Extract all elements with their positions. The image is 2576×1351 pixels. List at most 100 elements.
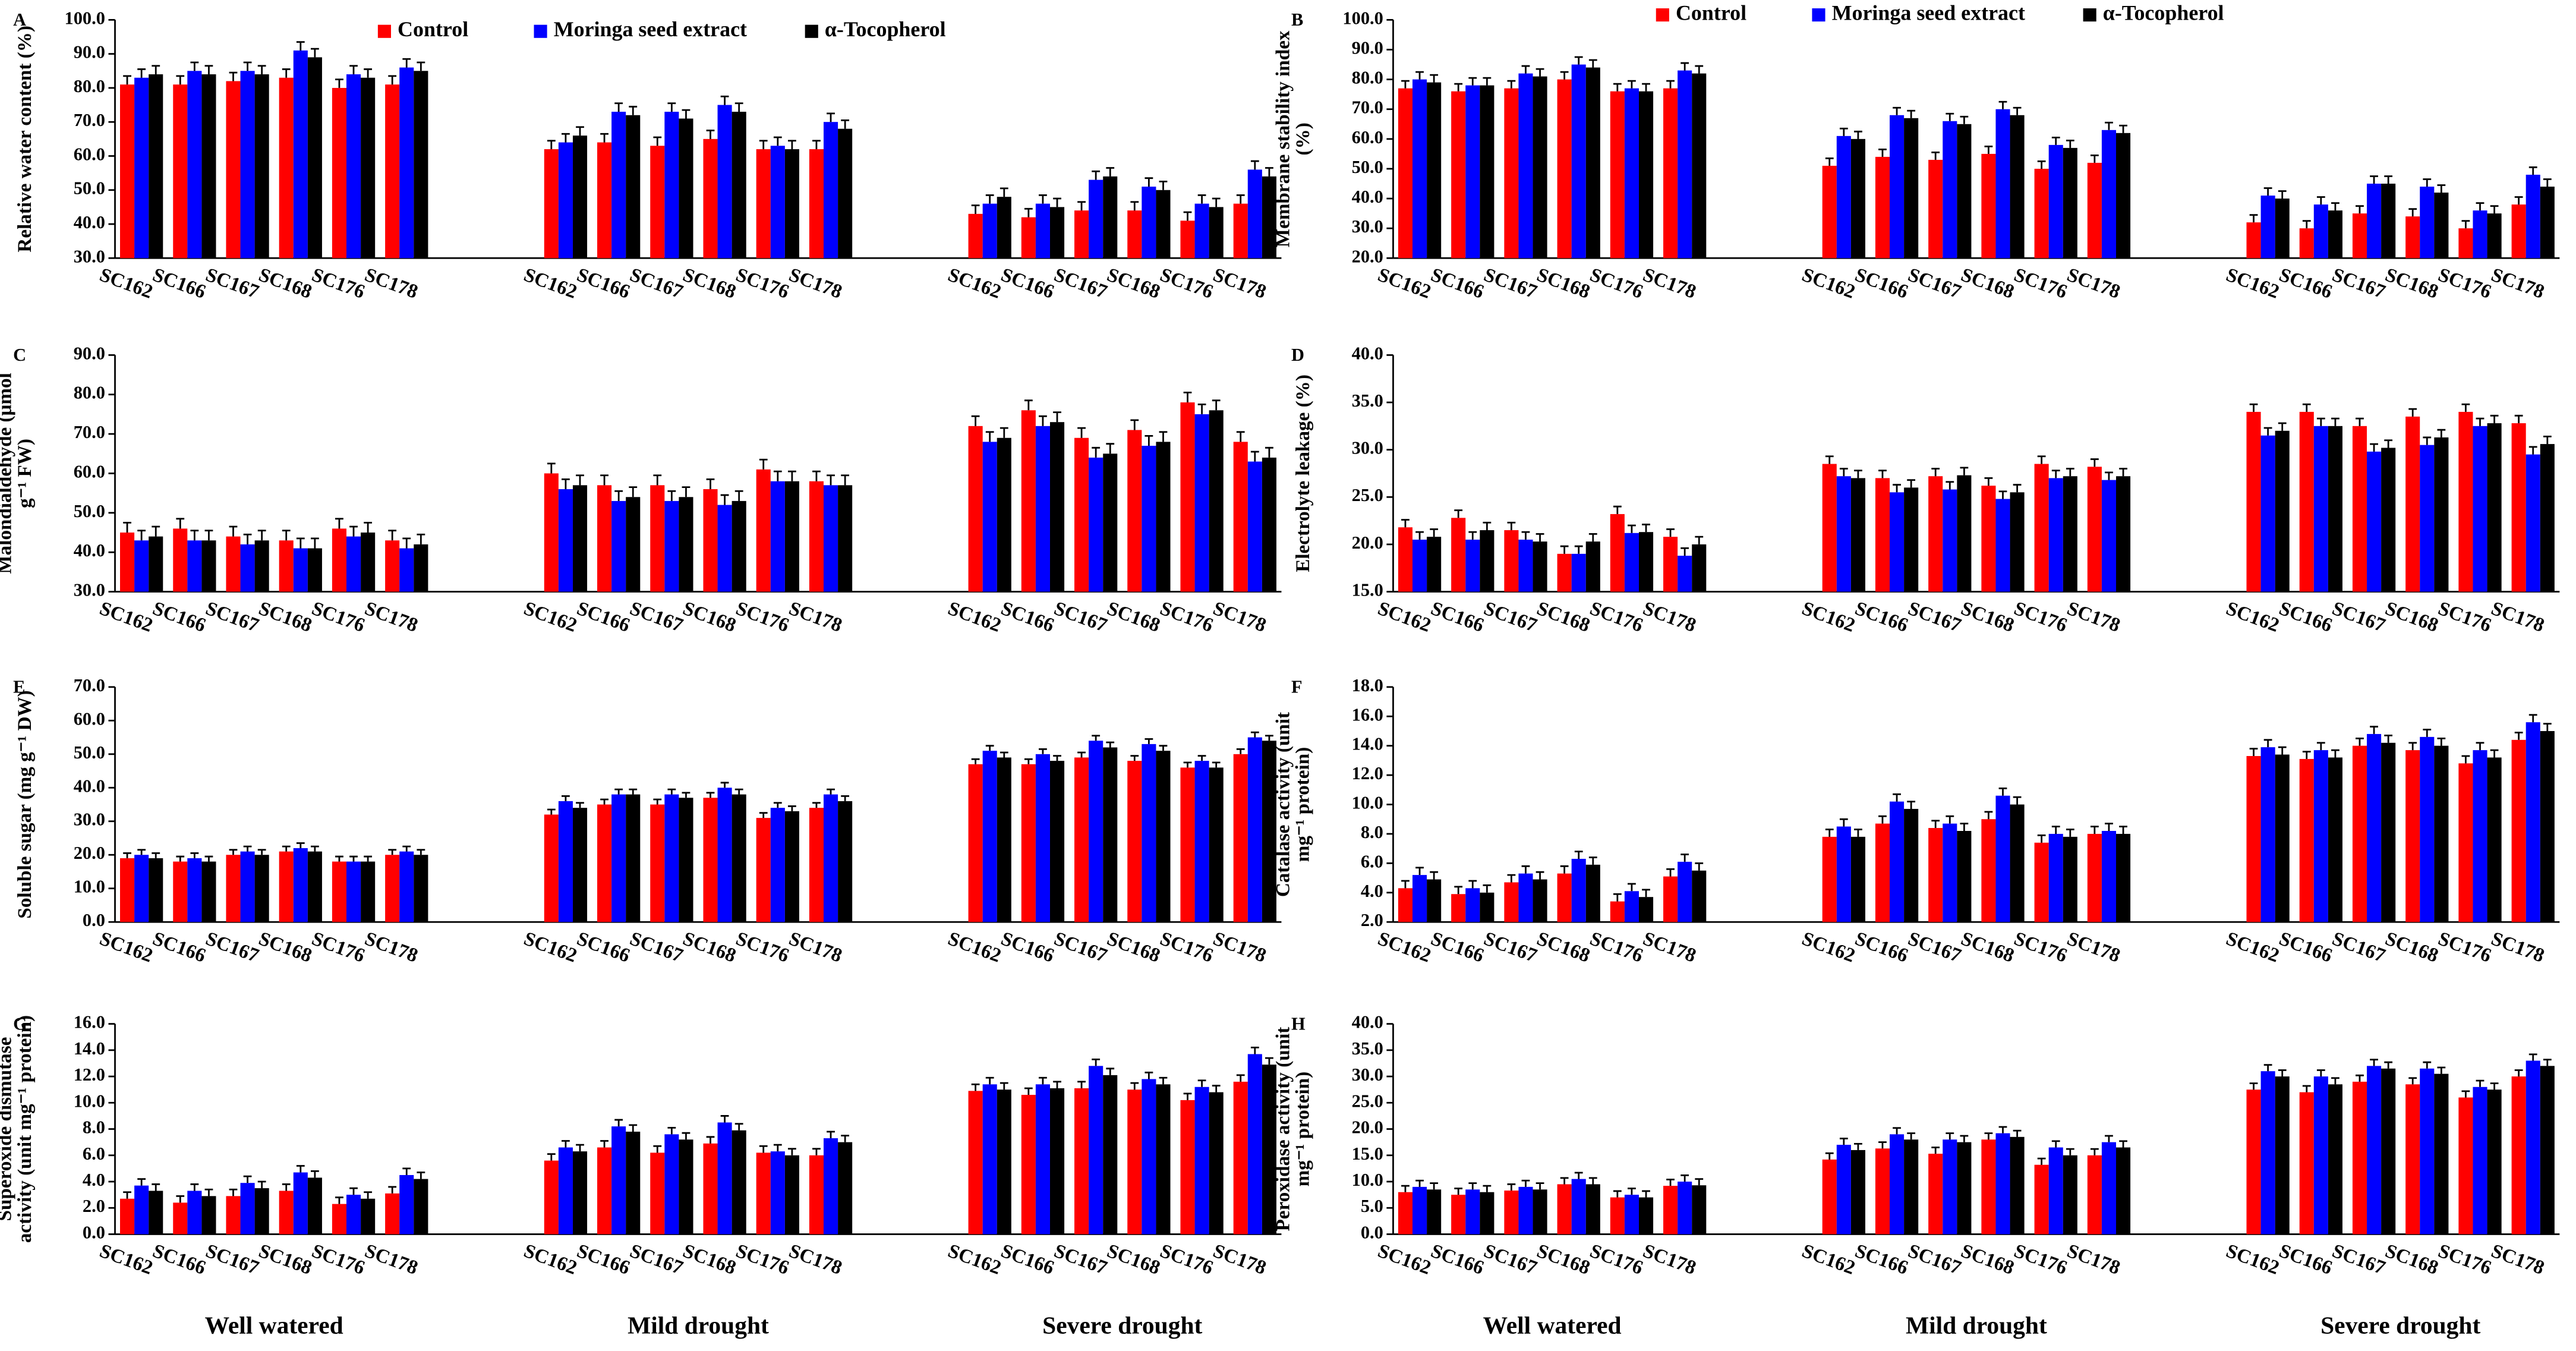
bar bbox=[1074, 437, 1089, 592]
bar bbox=[2275, 199, 2290, 259]
x-tick-label: SC176 bbox=[1157, 263, 1216, 303]
bar bbox=[1209, 207, 1224, 259]
x-tick-label: SC178 bbox=[786, 1240, 845, 1279]
error-bar bbox=[1144, 177, 1153, 187]
error-bar bbox=[2316, 742, 2325, 751]
error-bar bbox=[2370, 1059, 2378, 1066]
bar bbox=[784, 811, 799, 922]
y-tick-label: 60.0 bbox=[74, 708, 105, 729]
error-bar bbox=[2249, 403, 2258, 412]
bar bbox=[226, 81, 241, 259]
bar bbox=[1035, 1084, 1050, 1235]
error-bar bbox=[1984, 811, 1993, 820]
bar bbox=[544, 814, 559, 922]
panel-label: F bbox=[1291, 677, 1303, 697]
error-bar bbox=[2090, 155, 2099, 163]
error-bar bbox=[653, 474, 662, 486]
error-bar bbox=[243, 533, 252, 544]
error-bar bbox=[682, 486, 690, 497]
error-bar bbox=[999, 427, 1008, 438]
x-tick-label: SC167 bbox=[627, 263, 686, 303]
x-tick-label: SC176 bbox=[2435, 597, 2494, 637]
bar bbox=[1156, 1084, 1171, 1235]
y-axis-label: g⁻¹ FW) bbox=[14, 439, 36, 508]
error-bar bbox=[720, 1115, 729, 1123]
error-bar bbox=[576, 474, 584, 486]
error-bar bbox=[562, 1140, 570, 1148]
y-tick-label: 100.0 bbox=[1342, 8, 1383, 28]
bar bbox=[2540, 444, 2555, 592]
error-bar bbox=[2408, 408, 2417, 417]
error-bar bbox=[1588, 533, 1597, 542]
error-bar bbox=[204, 530, 213, 541]
error-bar bbox=[190, 1183, 199, 1191]
error-bar bbox=[1588, 59, 1597, 68]
error-bar bbox=[1854, 130, 1862, 139]
error-bar bbox=[1415, 1179, 1424, 1187]
bar bbox=[1995, 499, 2010, 592]
error-bar bbox=[1415, 71, 1424, 80]
bar bbox=[756, 469, 771, 592]
bar bbox=[1504, 88, 1519, 259]
y-tick-label: 50.0 bbox=[74, 178, 105, 199]
x-tick-label: SC166 bbox=[150, 927, 209, 966]
x-tick-label: SC168 bbox=[1534, 597, 1593, 637]
bar bbox=[293, 848, 308, 922]
bar bbox=[1247, 737, 1262, 922]
x-tick-label: SC178 bbox=[362, 597, 421, 637]
error-bar bbox=[2423, 178, 2432, 187]
error-bar bbox=[1642, 83, 1650, 92]
bar bbox=[756, 149, 771, 259]
x-tick-label: SC162 bbox=[521, 1240, 580, 1279]
error-bar bbox=[759, 812, 768, 818]
bar bbox=[414, 1179, 428, 1235]
bar bbox=[385, 540, 400, 592]
error-bar bbox=[1907, 801, 1916, 809]
error-bar bbox=[2051, 136, 2060, 145]
error-bar bbox=[1931, 1147, 1940, 1154]
error-bar bbox=[123, 522, 131, 533]
bar bbox=[544, 149, 559, 259]
error-bar bbox=[1666, 80, 1675, 89]
error-bar bbox=[2302, 220, 2311, 229]
bar bbox=[1049, 1088, 1065, 1235]
bar bbox=[293, 50, 308, 259]
error-bar bbox=[364, 68, 373, 78]
bar bbox=[1194, 1087, 1209, 1235]
x-tick-label: SC176 bbox=[1157, 927, 1216, 966]
bar bbox=[201, 861, 216, 922]
error-bar bbox=[1236, 748, 1245, 754]
legend-label: Control bbox=[398, 17, 468, 41]
bar bbox=[2487, 757, 2502, 922]
bar bbox=[1504, 530, 1519, 592]
error-bar bbox=[1825, 1152, 1834, 1160]
error-bar bbox=[2384, 175, 2393, 184]
error-bar bbox=[1053, 411, 1061, 423]
bar bbox=[597, 1147, 612, 1235]
error-bar bbox=[1250, 160, 1259, 170]
bar bbox=[1233, 203, 1248, 259]
bar bbox=[2328, 757, 2342, 922]
y-tick-label: 50.0 bbox=[1352, 157, 1383, 177]
x-tick-label: SC178 bbox=[1210, 927, 1269, 966]
bar bbox=[717, 505, 732, 592]
bar bbox=[1194, 414, 1209, 592]
error-bar bbox=[1183, 392, 1192, 403]
bar bbox=[307, 548, 322, 592]
legend-label: α-Tocopherol bbox=[2103, 1, 2224, 24]
error-bar bbox=[2331, 1077, 2339, 1085]
bar bbox=[664, 112, 679, 259]
x-tick-label: SC178 bbox=[1640, 263, 1699, 303]
error-bar bbox=[1454, 509, 1463, 518]
bar bbox=[626, 1131, 641, 1235]
error-bar bbox=[1212, 1085, 1221, 1092]
bar bbox=[664, 1134, 679, 1235]
bar bbox=[134, 540, 149, 592]
bar bbox=[2511, 423, 2526, 592]
x-tick-label: SC167 bbox=[1051, 597, 1110, 637]
bar bbox=[120, 84, 135, 259]
x-tick-label: SC166 bbox=[1852, 597, 1911, 637]
x-tick-label: SC168 bbox=[1104, 1240, 1163, 1279]
bar bbox=[1981, 819, 1996, 922]
bar bbox=[1836, 1145, 1851, 1235]
